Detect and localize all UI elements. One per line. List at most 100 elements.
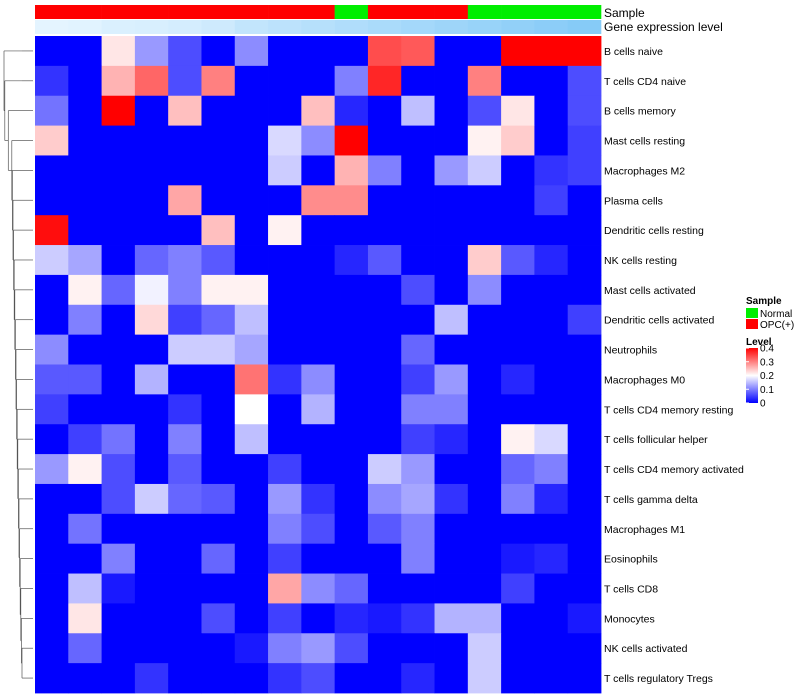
heatmap-cell — [168, 215, 202, 246]
row-label: Mast cells resting — [604, 136, 685, 148]
heatmap-cell — [35, 65, 69, 97]
heatmap-cell — [534, 633, 569, 664]
heatmap-cell — [201, 394, 236, 425]
expression-annotation-cell — [234, 20, 269, 34]
heatmap-cell — [434, 215, 469, 246]
heatmap-cell — [501, 155, 535, 186]
heatmap-cell — [401, 215, 435, 246]
heatmap-cell — [101, 483, 136, 515]
heatmap-cell — [501, 245, 535, 276]
heatmap-cell — [501, 334, 535, 365]
heatmap-cell — [268, 304, 302, 336]
heatmap-cell — [234, 483, 269, 515]
heatmap-cell — [134, 304, 169, 336]
heatmap-cell — [268, 95, 302, 126]
heatmap-cell — [201, 245, 236, 276]
heatmap-cell — [434, 95, 469, 126]
heatmap-cell — [168, 483, 202, 515]
heatmap-cell — [301, 513, 336, 545]
heatmap-cell — [35, 215, 69, 246]
heatmap-cell — [334, 95, 369, 126]
heatmap-cell — [334, 304, 369, 336]
heatmap-cell — [35, 304, 69, 336]
heatmap-cell — [134, 603, 169, 634]
heatmap-cell — [401, 513, 435, 545]
heatmap-cell — [268, 36, 302, 67]
heatmap-cell — [134, 65, 169, 97]
heatmap-cell — [68, 364, 102, 395]
heatmap-cell — [201, 454, 236, 485]
heatmap-cell — [401, 454, 435, 485]
heatmap-cell — [334, 483, 369, 515]
heatmap-cell — [401, 573, 435, 604]
heatmap-cell — [567, 334, 602, 365]
heatmap-cell — [567, 65, 602, 97]
heatmap-cell — [268, 543, 302, 574]
heatmap-cell — [134, 573, 169, 604]
heatmap-cell — [134, 364, 169, 395]
heatmap-cell — [334, 513, 369, 545]
heatmap-cell — [301, 334, 336, 365]
heatmap-cell — [68, 334, 102, 365]
heatmap-cell — [434, 245, 469, 276]
heatmap-cell — [201, 185, 236, 216]
heatmap-cell — [401, 304, 435, 336]
heatmap-cell — [234, 36, 269, 67]
heatmap-cell — [401, 274, 435, 306]
heatmap-cell — [467, 125, 502, 156]
heatmap-cell — [134, 483, 169, 515]
heatmap-cell — [201, 304, 236, 336]
heatmap-cell — [567, 603, 602, 634]
heatmap-cell — [101, 663, 136, 694]
sample-annotation-cell — [268, 5, 302, 19]
heatmap-cell — [401, 155, 435, 186]
heatmap-cell — [534, 483, 569, 515]
heatmap-cell — [101, 394, 136, 425]
heatmap-cell — [501, 274, 535, 306]
heatmap-cell — [301, 573, 336, 604]
heatmap-cell — [534, 125, 569, 156]
heatmap-cell — [534, 424, 569, 455]
sample-annotation-cell — [367, 5, 402, 19]
heatmap-cell — [434, 274, 469, 306]
row-dendrogram — [3, 50, 33, 679]
heatmap-cell — [268, 125, 302, 156]
heatmap-cell — [434, 483, 469, 515]
heatmap-cell — [334, 334, 369, 365]
heatmap-cell — [334, 36, 369, 67]
heatmap-cell — [434, 603, 469, 634]
heatmap-cell — [268, 633, 302, 664]
sample-annotation-cell — [501, 5, 535, 19]
heatmap-cell — [68, 483, 102, 515]
legend-tick-label: 0.2 — [760, 371, 774, 382]
heatmap-cell — [534, 304, 569, 336]
heatmap-cell — [134, 245, 169, 276]
heatmap-cell — [567, 424, 602, 455]
heatmap-cell — [534, 245, 569, 276]
heatmap-cell — [234, 424, 269, 455]
heatmap-cell — [68, 65, 102, 97]
sample-annotation-cell — [68, 5, 102, 19]
heatmap-cell — [467, 364, 502, 395]
heatmap-cell — [168, 513, 202, 545]
heatmap-cell — [367, 334, 402, 365]
heatmap-cell — [367, 364, 402, 395]
sample-annotation-cell — [301, 5, 335, 19]
sample-annotation-cell — [35, 5, 69, 19]
heatmap-cell — [334, 364, 369, 395]
heatmap-cell — [168, 274, 202, 306]
heatmap-cell — [434, 663, 469, 694]
heatmap-cell — [301, 65, 336, 97]
heatmap-cell — [35, 155, 69, 186]
expression-annotation-cell — [35, 20, 69, 34]
heatmap-cell — [367, 394, 402, 425]
heatmap-cell — [35, 394, 69, 425]
heatmap-cell — [68, 125, 102, 156]
heatmap-cell — [467, 95, 502, 126]
heatmap-cell — [567, 543, 602, 574]
heatmap-cell — [301, 633, 336, 664]
heatmap-cell — [501, 543, 535, 574]
heatmap-cell — [201, 125, 236, 156]
heatmap-cell — [35, 603, 69, 634]
